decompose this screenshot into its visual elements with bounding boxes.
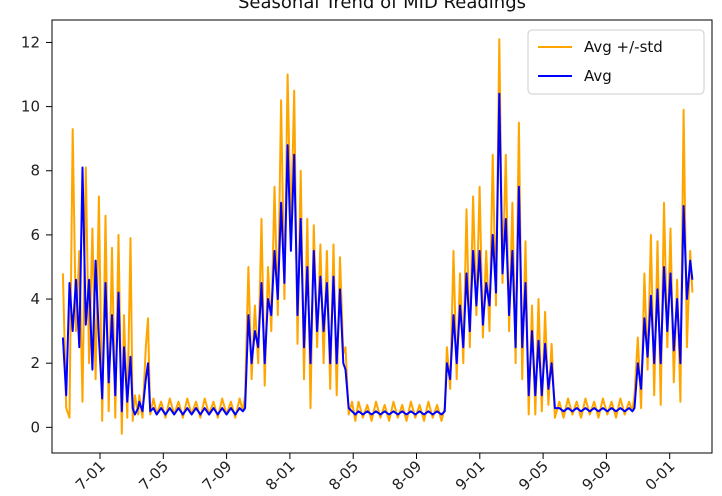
y-tick-label: 4 [30, 290, 40, 308]
x-tick-label: 8-05 [325, 457, 362, 494]
chart-title: Seasonal Trend of MID Readings [238, 0, 526, 13]
x-tick-label: 8-01 [262, 457, 299, 494]
series-line-1 [61, 92, 694, 416]
x-tick-label: 0-01 [642, 457, 679, 494]
x-tick-label: 9-01 [452, 457, 489, 494]
plot-frame [51, 19, 713, 454]
y-tick-label: 6 [30, 226, 40, 244]
plot-series [61, 38, 694, 435]
y-tick-label: 0 [30, 418, 40, 436]
legend-label: Avg +/-std [584, 38, 663, 56]
x-tick-label: 9-09 [578, 457, 615, 494]
x-axis: 7-01 7-05 7-09 8-01 8-05 8-09 9-01 9-05 9-09 0-01 [72, 453, 679, 494]
x-tick-label: 7-05 [135, 457, 172, 494]
y-tick-label: 2 [30, 354, 40, 372]
y-tick-label: 12 [21, 33, 40, 51]
x-tick-label: 7-01 [72, 457, 109, 494]
legend: Avg +/-std Avg [527, 29, 705, 95]
y-tick-label: 8 [30, 162, 40, 180]
y-axis: 0 2 4 6 8 10 12 [21, 33, 52, 436]
x-tick-label: 9-05 [515, 457, 552, 494]
y-tick-label: 10 [21, 98, 40, 116]
x-tick-label: 8-09 [389, 457, 426, 494]
x-tick-label: 7-09 [199, 457, 236, 494]
legend-label: Avg [584, 67, 612, 85]
series-line-0 [61, 38, 694, 435]
